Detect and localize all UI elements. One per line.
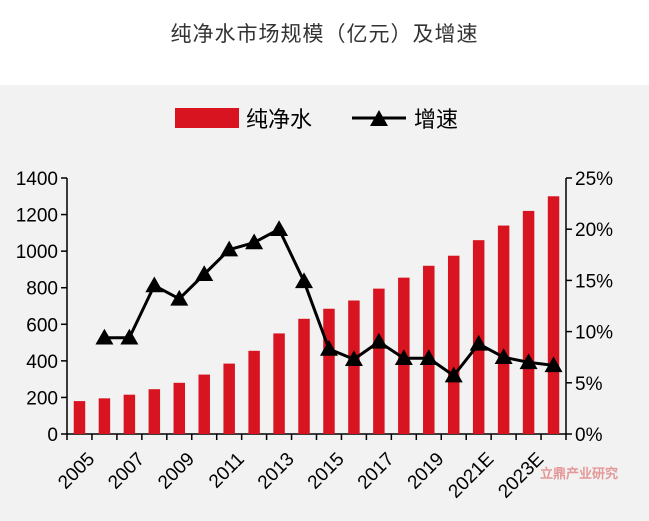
growth-point: [220, 240, 239, 257]
page-title: 纯净水市场规模（亿元）及增速: [170, 22, 479, 46]
bar: [248, 350, 260, 434]
bar: [298, 318, 310, 434]
x-tick-label: 2009: [154, 449, 199, 494]
bar: [323, 308, 335, 434]
legend-label-line: 增速: [414, 108, 458, 133]
growth-point: [270, 220, 289, 236]
legend-swatch-bar: [175, 108, 239, 128]
bar: [198, 374, 210, 434]
growth-point: [95, 328, 114, 345]
y-tick-label-left: 200: [26, 388, 58, 409]
legend-label-bar: 纯净水: [246, 108, 312, 133]
bar: [522, 210, 535, 434]
bar: [373, 288, 385, 434]
axes: [61, 177, 572, 440]
y-tick-label-left: 800: [26, 279, 58, 300]
x-tick-label: 2021E: [445, 449, 499, 503]
x-tick-label: 2017: [354, 449, 399, 494]
growth-point: [444, 366, 463, 383]
x-tick-label: 2005: [54, 449, 99, 494]
growth-point: [419, 349, 438, 365]
x-tick-label: 2007: [104, 449, 149, 494]
y-tick-label-right: 10%: [575, 323, 613, 344]
bar: [547, 196, 560, 434]
growth-point: [319, 340, 338, 356]
growth-point: [170, 289, 189, 306]
y-tick-label-left: 1000: [16, 242, 58, 263]
y-tick-label-right: 0%: [575, 425, 603, 446]
bar: [223, 363, 235, 434]
bar: [98, 398, 111, 434]
growth-point: [544, 356, 563, 373]
growth-point: [369, 332, 388, 349]
bar: [497, 225, 510, 434]
legend-marker-triangle: [370, 110, 388, 126]
bar: [447, 255, 460, 434]
growth-point: [145, 276, 164, 293]
growth-point: [344, 350, 363, 366]
bar: [173, 382, 186, 434]
x-tick-label: 2011: [205, 449, 249, 493]
legend: 纯净水 增速: [175, 108, 458, 133]
y-tick-label-right: 25%: [575, 169, 613, 190]
x-tick-label: 2015: [304, 449, 349, 494]
y-tick-label-left: 0: [47, 425, 58, 446]
y-tick-label-right: 20%: [575, 220, 613, 241]
bar: [73, 401, 86, 434]
y-tick-label-left: 400: [26, 352, 58, 373]
y-tick-label-left: 1200: [16, 206, 58, 227]
growth-point: [394, 349, 413, 365]
x-tick-label: 2019: [404, 449, 449, 494]
y-tick-label-right: 15%: [575, 271, 613, 292]
bar: [148, 389, 161, 434]
bar: [273, 333, 285, 434]
growth-point: [195, 265, 214, 282]
growth-point: [120, 328, 139, 345]
growth-point: [519, 353, 538, 370]
watermark: 立鼎产业研究: [540, 466, 618, 482]
bar: [348, 300, 360, 434]
x-tick-label: 2013: [254, 449, 299, 494]
growth-point: [245, 233, 264, 250]
chart-panel: [0, 85, 649, 521]
y-tick-label-left: 600: [26, 315, 58, 336]
growth-point: [295, 272, 314, 289]
y-tick-label-left: 1400: [16, 169, 58, 190]
growth-point: [469, 334, 488, 351]
y-tick-label-right: 5%: [575, 374, 603, 395]
bar: [123, 394, 136, 434]
growth-point: [494, 348, 513, 364]
line-series: [95, 220, 563, 383]
